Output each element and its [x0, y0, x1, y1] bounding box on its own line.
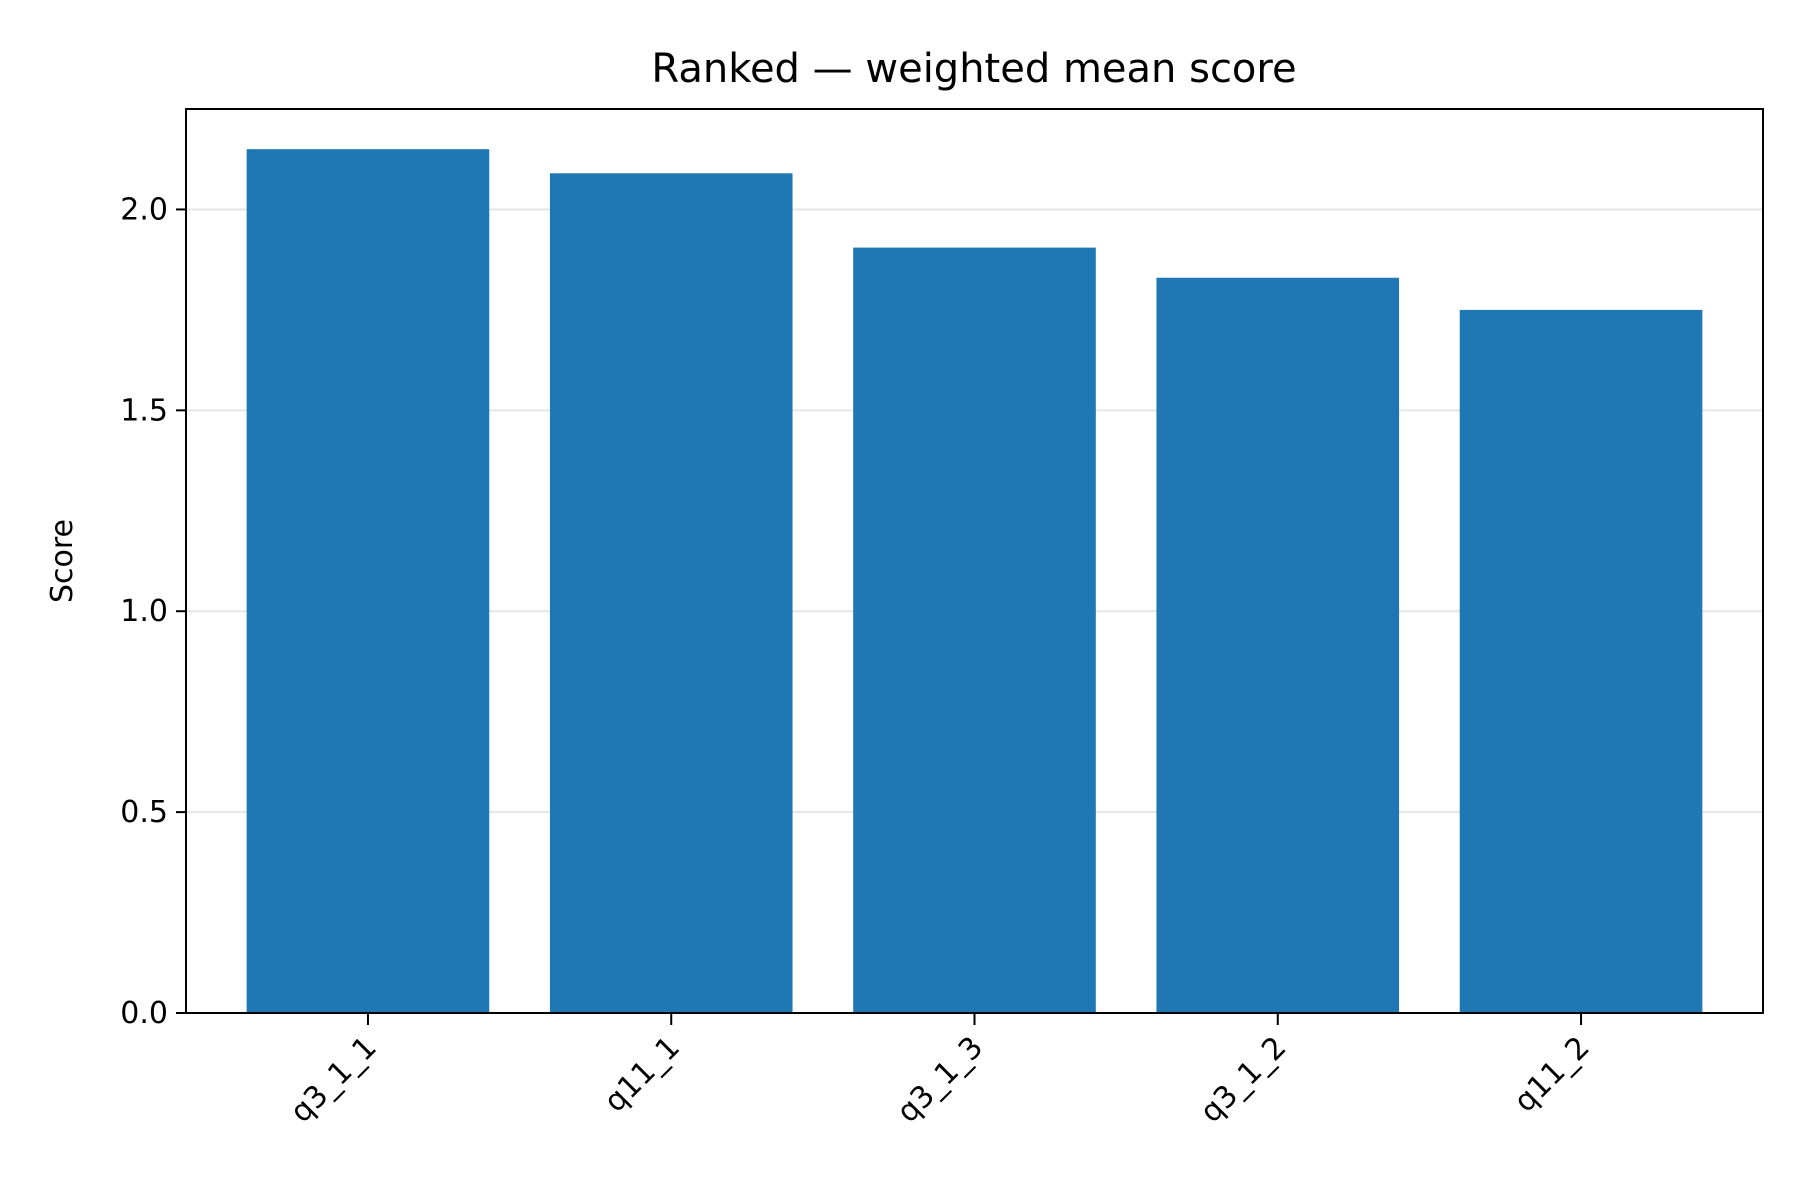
x-axis-ticks: q3_1_1 q11_1 q3_1_3 q3_1_2 q11_2: [284, 1013, 1597, 1130]
y-tick-label: 2.0: [120, 192, 168, 227]
bar: [853, 248, 1096, 1013]
bar: [1156, 278, 1399, 1013]
x-tick-label: q3_1_1: [284, 1030, 384, 1130]
y-tick-label: 1.0: [120, 594, 168, 629]
y-axis-ticks: 0.0 0.5 1.0 1.5 2.0: [120, 192, 186, 1031]
x-tick-label: q11_1: [598, 1030, 687, 1119]
y-tick-label: 0.5: [120, 795, 168, 830]
x-tick-label: q11_2: [1507, 1030, 1596, 1119]
y-tick-label: 0.0: [120, 996, 168, 1031]
x-tick-label: q3_1_2: [1194, 1030, 1294, 1130]
bar: [1460, 310, 1703, 1013]
x-tick-label: q3_1_3: [890, 1030, 990, 1130]
bar-layer: [247, 149, 1703, 1013]
bar: [247, 149, 490, 1013]
bar: [550, 173, 793, 1013]
y-axis-label: Score: [45, 519, 80, 603]
y-tick-label: 1.5: [120, 393, 168, 428]
chart-title: Ranked — weighted mean score: [651, 46, 1296, 92]
